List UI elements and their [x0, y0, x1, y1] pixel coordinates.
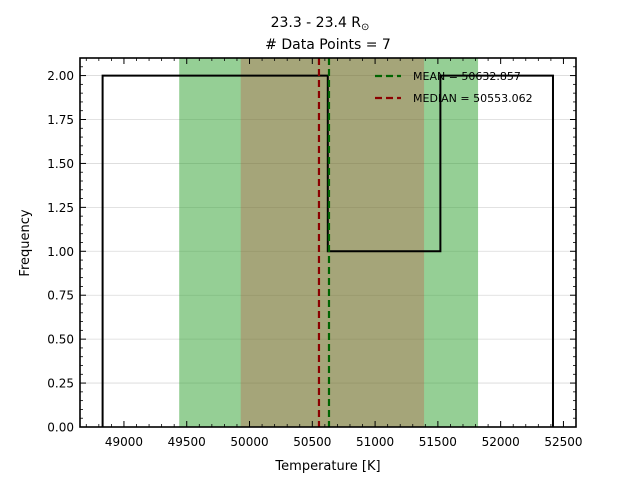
y-tick-label-4: 1.00 — [47, 245, 74, 259]
chart-title-text: 23.3 - 23.4 R — [271, 15, 362, 31]
y-axis-label: Frequency — [18, 209, 33, 276]
y-tick-label-1: 0.25 — [47, 377, 74, 391]
y-tick-label-6: 1.50 — [47, 157, 74, 171]
legend-label-mean: MEAN = 50632.857 — [413, 70, 521, 83]
histogram-outline — [101, 74, 554, 427]
plot-area: 49000 49500 50000 50500 51000 51500 52000 52500… — [47, 57, 583, 449]
legend-label-median: MEDIAN = 50553.062 — [413, 92, 533, 105]
chart-subtitle: # Data Points = 7 — [265, 37, 391, 53]
y-tick-label-7: 1.75 — [47, 113, 74, 127]
x-axis-label: Temperature [K] — [274, 459, 380, 474]
x-tick-label-1: 49500 — [168, 435, 206, 449]
y-tick-label-2: 0.50 — [47, 333, 74, 347]
x-tick-label-2: 50000 — [230, 435, 268, 449]
x-tick-label-4: 51000 — [356, 435, 394, 449]
x-tick-label-6: 52000 — [482, 435, 520, 449]
y-tick-label-0: 0.00 — [47, 421, 74, 435]
x-tick-label-0: 49000 — [105, 435, 143, 449]
y-tick-label-8: 2.00 — [47, 69, 74, 83]
sun-symbol: ⊙ — [361, 22, 369, 33]
y-tick-label-3: 0.75 — [47, 289, 74, 303]
x-tick-label-3: 50500 — [293, 435, 331, 449]
y-tick-label-5: 1.25 — [47, 201, 74, 215]
x-tick-label-5: 51500 — [419, 435, 457, 449]
x-tick-label-7: 52500 — [544, 435, 582, 449]
band-std-median — [240, 58, 425, 427]
chart-title: 23.3 - 23.4 R⊙ — [271, 15, 370, 33]
